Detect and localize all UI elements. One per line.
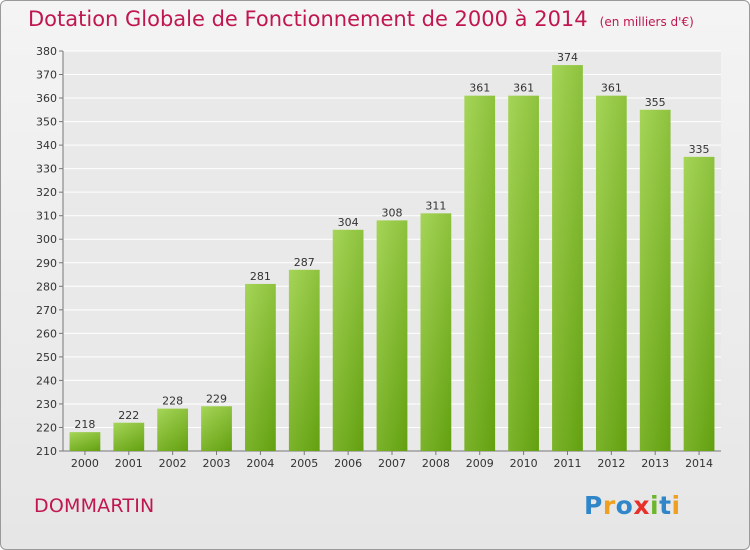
data-label: 229 xyxy=(206,392,227,405)
data-label: 311 xyxy=(425,199,446,212)
y-tick-label: 320 xyxy=(36,186,57,199)
bar-shade xyxy=(113,422,145,451)
logo-letter: t xyxy=(659,491,672,520)
bar-shade xyxy=(157,408,189,451)
y-tick-label: 290 xyxy=(36,257,57,270)
data-label: 281 xyxy=(250,270,271,283)
logo-letter: P xyxy=(584,491,603,520)
proxiti-logo: Proxiti xyxy=(584,491,681,520)
x-tick-label: 2000 xyxy=(71,457,99,470)
logo-letter: r xyxy=(602,491,616,520)
y-tick-label: 350 xyxy=(36,116,57,129)
commune-name: DOMMARTIN xyxy=(34,495,155,517)
bar-shade xyxy=(464,95,496,452)
y-tick-label: 260 xyxy=(36,327,57,340)
data-label: 374 xyxy=(557,51,578,64)
bar-shade xyxy=(420,213,452,451)
x-tick-label: 2010 xyxy=(510,457,538,470)
bar-shade xyxy=(288,269,320,451)
bar-shade xyxy=(595,95,627,452)
bar-shade xyxy=(332,229,364,451)
x-tick-label: 2014 xyxy=(685,457,713,470)
data-label: 361 xyxy=(601,82,622,95)
y-tick-label: 270 xyxy=(36,304,57,317)
data-label: 218 xyxy=(74,418,95,431)
x-tick-label: 2001 xyxy=(115,457,143,470)
x-tick-label: 2011 xyxy=(553,457,581,470)
x-tick-label: 2009 xyxy=(466,457,494,470)
y-tick-label: 380 xyxy=(36,45,57,58)
data-label: 287 xyxy=(294,256,315,269)
data-label: 361 xyxy=(513,82,534,95)
y-tick-label: 360 xyxy=(36,92,57,105)
y-tick-label: 250 xyxy=(36,351,57,364)
logo-letter: i xyxy=(650,491,660,520)
data-label: 304 xyxy=(338,216,359,229)
x-tick-label: 2003 xyxy=(203,457,231,470)
data-label: 361 xyxy=(469,82,490,95)
logo-letter: i xyxy=(671,491,681,520)
x-tick-label: 2012 xyxy=(597,457,625,470)
data-label: 335 xyxy=(689,143,710,156)
bar-shade xyxy=(552,65,583,451)
y-tick-label: 230 xyxy=(36,398,57,411)
bar-shade xyxy=(683,156,715,451)
y-tick-label: 330 xyxy=(36,163,57,176)
bar-shade xyxy=(69,432,101,451)
x-tick-label: 2005 xyxy=(290,457,318,470)
x-tick-label: 2013 xyxy=(641,457,669,470)
bar-shade xyxy=(201,406,232,451)
x-tick-label: 2004 xyxy=(246,457,274,470)
y-tick-label: 280 xyxy=(36,280,57,293)
chart-title: Dotation Globale de Fonctionnement de 20… xyxy=(28,7,694,31)
data-label: 308 xyxy=(382,206,403,219)
x-tick-label: 2007 xyxy=(378,457,406,470)
bar-shade xyxy=(376,220,408,451)
x-tick-label: 2006 xyxy=(334,457,362,470)
logo-letter: o xyxy=(615,491,634,520)
unit-label: (en milliers d'€) xyxy=(599,15,694,29)
x-tick-label: 2002 xyxy=(159,457,187,470)
bar-shade xyxy=(639,109,671,451)
y-tick-label: 340 xyxy=(36,139,57,152)
bar-shade xyxy=(245,283,276,451)
y-tick-label: 210 xyxy=(36,445,57,458)
y-tick-label: 300 xyxy=(36,233,57,246)
bar-shade xyxy=(508,95,539,452)
data-label: 222 xyxy=(118,409,139,422)
y-tick-label: 220 xyxy=(36,421,57,434)
y-tick-label: 310 xyxy=(36,210,57,223)
logo-letter: x xyxy=(633,491,650,520)
y-tick-label: 370 xyxy=(36,69,57,82)
data-label: 228 xyxy=(162,395,183,408)
data-label: 355 xyxy=(645,96,666,109)
title-text: Dotation Globale de Fonctionnement de 20… xyxy=(28,7,588,31)
x-tick-label: 2008 xyxy=(422,457,450,470)
y-tick-label: 240 xyxy=(36,374,57,387)
